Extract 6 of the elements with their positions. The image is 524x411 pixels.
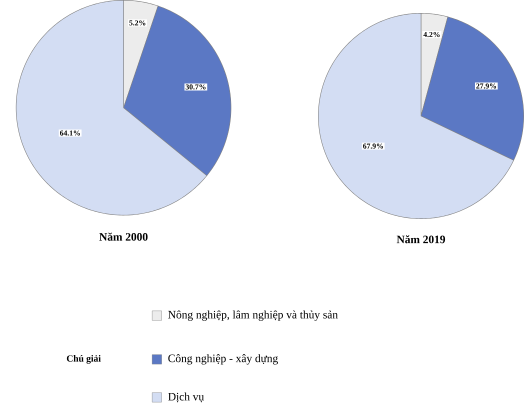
text: Năm 2019 (396, 235, 446, 244)
legend-label: Công nghiệp - xây dựng (168, 354, 278, 365)
legend-title: Chú giải (66, 355, 101, 364)
legend-label: Nông nghiệp, lâm nghiệp và thủy sản (168, 310, 338, 321)
text: Năm 2000 (99, 232, 148, 241)
legend-label: Dịch vụ (168, 392, 204, 402)
